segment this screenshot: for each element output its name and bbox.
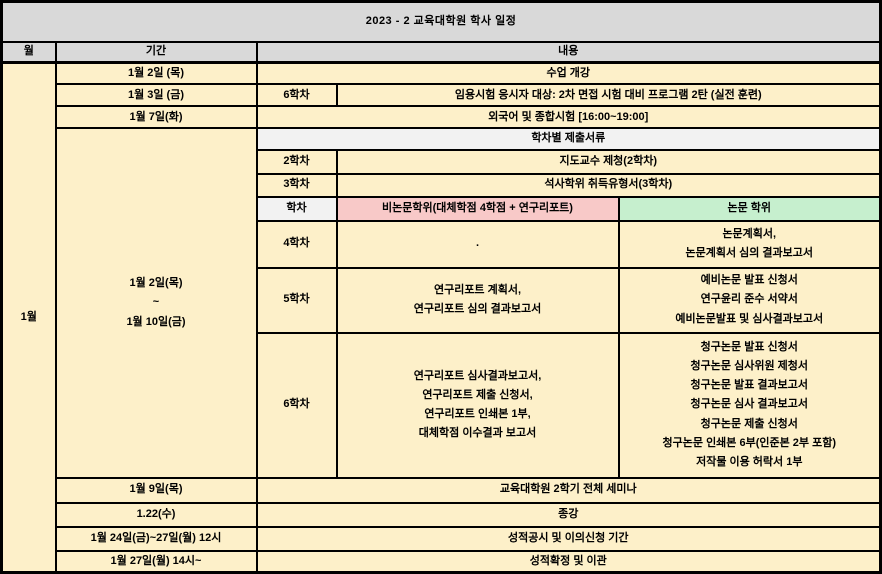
month-cell: 1월 <box>0 61 57 574</box>
content-cell: 종강 <box>255 501 882 528</box>
row-class-opening: 1월 1월 2일 (목) 수업 개강 <box>0 61 882 574</box>
row-stage5: 5학차 연구리포트 계획서, 연구리포트 심의 결과보고서 예비논문 발표 신청… <box>2 266 882 334</box>
row-closing: 1.22(수) 종강 <box>2 501 882 528</box>
row-stage4: 4학차 . 논문계획서, 논문계획서 심의 결과보고서 <box>2 219 882 269</box>
stage-cell: 2학차 <box>255 148 338 175</box>
stage-header-cell: 학차 <box>255 195 338 222</box>
thesis-cell: 논문계획서, 논문계획서 심의 결과보고서 <box>617 219 882 269</box>
submission-period-cell: 1월 2일(목) ~ 1월 10일(금) <box>54 127 258 479</box>
period-cell: 1월 27일(월) 14시~ <box>54 549 258 574</box>
row-seminar: 1월 9일(목) 교육대학원 2학기 전체 세미나 <box>2 476 882 504</box>
stage-cell: 5학차 <box>255 266 338 334</box>
content-cell: 지도교수 제청(2학차) <box>335 148 882 175</box>
period-cell: 1월 2일 (목) <box>54 61 258 86</box>
content-cell: 석사학위 취득유형서(3학차) <box>335 172 882 198</box>
submission-header-cell: 학차별 제출서류 <box>255 127 882 151</box>
period-cell: 1.22(수) <box>54 501 258 528</box>
row-grade-posting: 1월 24일(금)~27일(월) 12시 성적공시 및 이의신청 기간 <box>2 525 882 552</box>
thesis-cell: 청구논문 발표 신청서 청구논문 심사위원 제청서 청구논문 발표 결과보고서 … <box>617 331 882 479</box>
row-grade-finalize: 1월 27일(월) 14시~ 성적확정 및 이관 <box>2 549 882 574</box>
content-cell: 성적확정 및 이관 <box>255 549 882 574</box>
row-stage3: 3학차 석사학위 취득유형서(3학차) <box>2 172 882 198</box>
row-stage2: 2학차 지도교수 제청(2학차) <box>2 148 882 175</box>
content-cell: 임용시험 응시자 대상: 2차 면접 시험 대비 프로그램 2탄 (실전 훈련) <box>335 83 882 108</box>
non-thesis-cell: . <box>335 219 620 269</box>
column-header-row: 월 기간 내용 <box>0 41 882 64</box>
row-interview-program: 1월 3일 (금) 6학차 임용시험 응시자 대상: 2차 면접 시험 대비 프… <box>2 83 882 108</box>
content-cell: 외국어 및 종합시험 [16:00~19:00] <box>255 105 882 130</box>
non-thesis-cell: 연구리포트 계획서, 연구리포트 심의 결과보고서 <box>335 266 620 334</box>
title-row: 2023 - 2 교육대학원 학사 일정 <box>0 0 882 43</box>
content-cell: 성적공시 및 이의신청 기간 <box>255 525 882 552</box>
period-cell: 1월 9일(목) <box>54 476 258 504</box>
thesis-header-cell: 논문 학위 <box>617 195 882 222</box>
non-thesis-cell: 연구리포트 심사결과보고서, 연구리포트 제출 신청서, 연구리포트 인쇄본 1… <box>335 331 620 479</box>
page-title: 2023 - 2 교육대학원 학사 일정 <box>0 0 882 43</box>
row-degree-type-header: 학차 비논문학위(대체학점 4학점 + 연구리포트) 논문 학위 <box>2 195 882 222</box>
col-header-month: 월 <box>0 41 57 64</box>
stage-cell: 6학차 <box>255 83 338 108</box>
stage-cell: 3학차 <box>255 172 338 198</box>
period-cell: 1월 7일(화) <box>54 105 258 130</box>
col-header-period: 기간 <box>54 41 258 64</box>
non-thesis-header-cell: 비논문학위(대체학점 4학점 + 연구리포트) <box>335 195 620 222</box>
col-header-content: 내용 <box>255 41 882 64</box>
stage-cell: 4학차 <box>255 219 338 269</box>
thesis-cell: 예비논문 발표 신청서 연구윤리 준수 서약서 예비논문발표 및 심사결과보고서 <box>617 266 882 334</box>
row-language-exam: 1월 7일(화) 외국어 및 종합시험 [16:00~19:00] <box>2 105 882 130</box>
stage-cell: 6학차 <box>255 331 338 479</box>
content-cell: 수업 개강 <box>255 61 882 86</box>
period-cell: 1월 3일 (금) <box>54 83 258 108</box>
row-stage6: 6학차 연구리포트 심사결과보고서, 연구리포트 제출 신청서, 연구리포트 인… <box>2 331 882 479</box>
content-cell: 교육대학원 2학기 전체 세미나 <box>255 476 882 504</box>
row-submission-header: 1월 2일(목) ~ 1월 10일(금) 학차별 제출서류 <box>2 127 882 479</box>
period-cell: 1월 24일(금)~27일(월) 12시 <box>54 525 258 552</box>
